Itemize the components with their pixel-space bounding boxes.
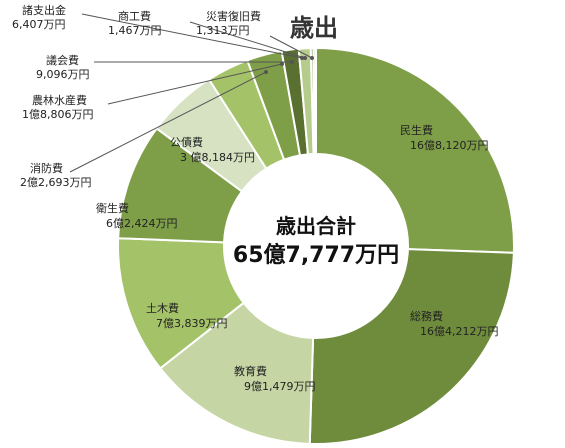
slice-9-name: 諸支出金 — [22, 3, 66, 17]
slice-11 — [312, 46, 317, 156]
slices-group — [117, 46, 515, 445]
slice-8-leader-tip — [290, 60, 294, 64]
slice-11-leader-tip — [310, 56, 314, 60]
slice-2-value-label: 9億1,479万円 — [244, 380, 316, 393]
slice-10-name: 商工費 — [118, 9, 151, 23]
slice-11-value-label: 1,313万円 — [196, 24, 250, 37]
slice-6-value-label: 2億2,693万円 — [20, 176, 92, 189]
slice-9-value-label: 6,407万円 — [12, 18, 66, 31]
slice-11-name: 災害復旧費 — [206, 9, 261, 23]
slice-3-name: 土木費 — [146, 301, 179, 315]
slice-8-name: 議会費 — [46, 53, 79, 67]
slice-5-name: 公債費 — [170, 135, 203, 149]
slice-3-value-label: 7億3,839万円 — [156, 317, 228, 330]
leader-lines-group — [69, 13, 314, 173]
slice-10-leader-line — [189, 21, 306, 59]
center-value: 65億7,777万円 — [233, 242, 399, 268]
slice-7-name: 農林水産費 — [32, 93, 87, 107]
center-label: 歳出合計 — [276, 214, 356, 238]
slice-7-value-label: 1億8,806万円 — [22, 108, 94, 121]
slice-1-name: 総務費 — [410, 309, 443, 323]
slice-0 — [315, 46, 515, 254]
slice-10-value-label: 1,467万円 — [108, 24, 162, 37]
slice-6-name: 消防費 — [30, 161, 63, 175]
slice-7-leader-tip — [280, 62, 284, 66]
slice-8-value-label: 9,096万円 — [36, 68, 90, 81]
slice-1 — [308, 248, 515, 445]
slice-10-leader-tip — [303, 56, 307, 60]
slice-4-name: 衛生費 — [96, 201, 129, 215]
slice-6-leader-line — [69, 71, 267, 173]
chart-title: 歳出 — [290, 14, 338, 42]
slice-4-value-label: 6億2,424万円 — [106, 217, 178, 230]
slice-0-name: 民生費 — [400, 123, 433, 137]
slice-7-leader-line — [107, 63, 283, 105]
slice-5-value-label: 3 億8,184万円 — [180, 151, 255, 164]
slice-9-leader-line — [81, 13, 303, 59]
slice-1-value-label: 16億4,212万円 — [420, 325, 499, 338]
slice-6-leader-tip — [264, 70, 268, 74]
slice-0-value-label: 16億8,120万円 — [410, 139, 489, 152]
slice-2-name: 教育費 — [234, 364, 267, 378]
slice-11-leader-line — [269, 35, 313, 59]
